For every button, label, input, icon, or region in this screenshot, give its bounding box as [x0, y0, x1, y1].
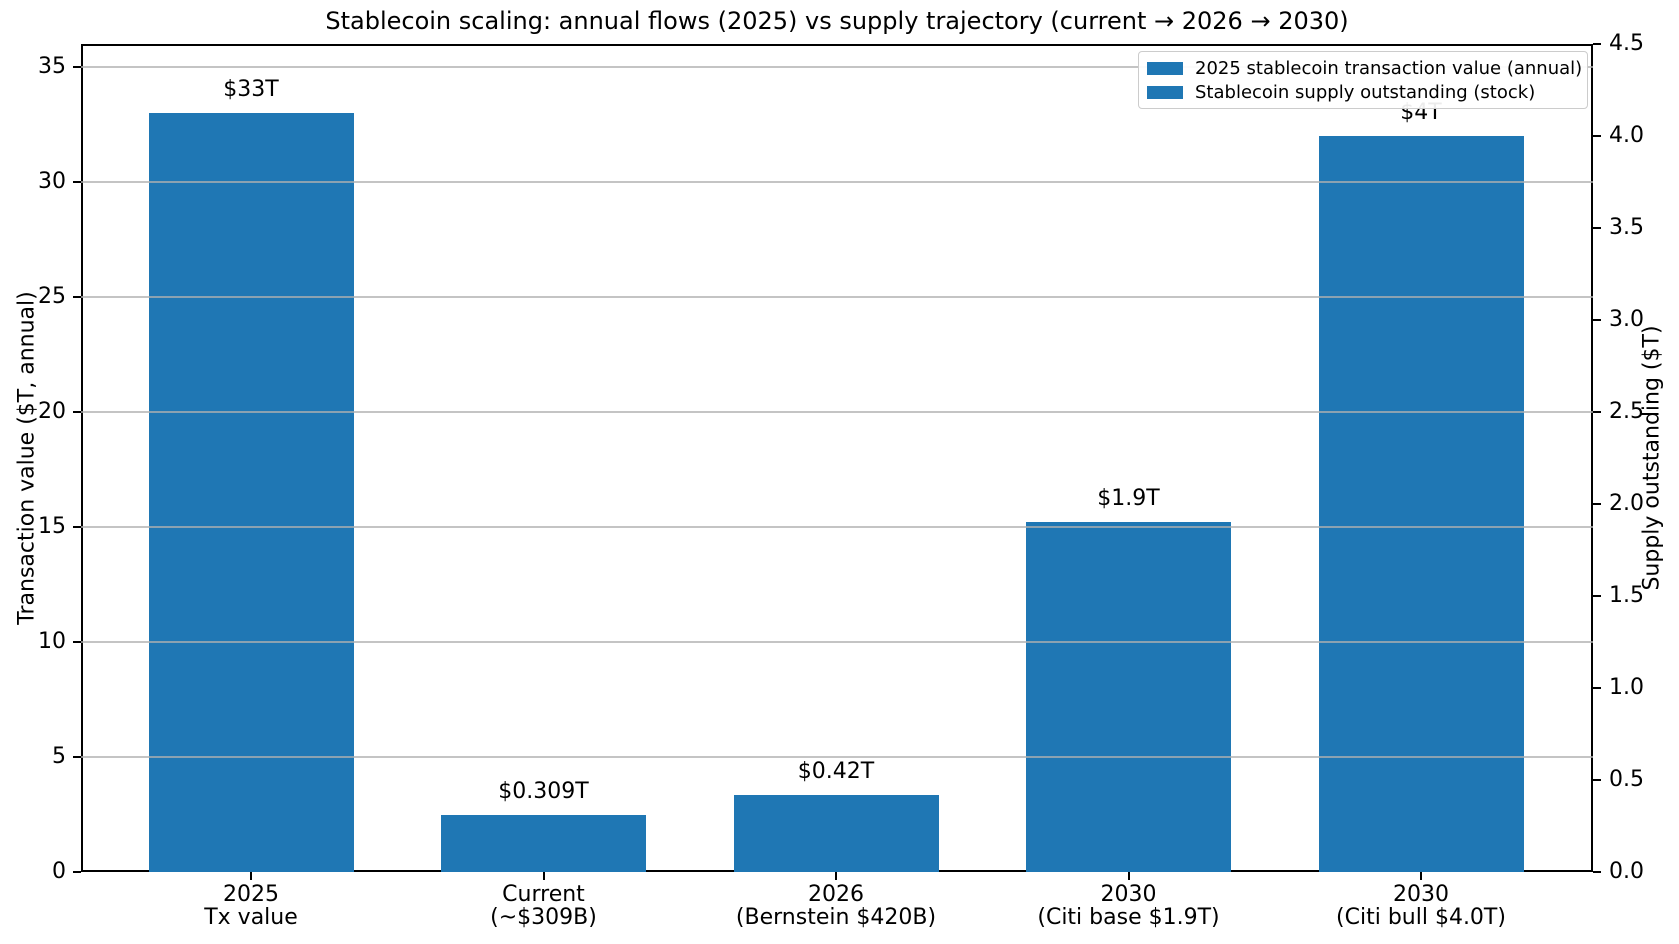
left-axis-label: Transaction value ($T, annual) — [14, 291, 40, 625]
y-tick-mark-left — [73, 411, 81, 413]
x-tick-label-line: Current — [502, 882, 585, 907]
legend-item: 2025 stablecoin transaction value (annua… — [1147, 56, 1583, 80]
y-tick-mark-left — [73, 756, 81, 758]
y-tick-label-left: 10 — [38, 629, 66, 654]
x-tick-label-line: (Bernstein $420B) — [735, 905, 937, 930]
legend-swatch-icon — [1147, 61, 1183, 75]
legend-label: Stablecoin supply outstanding (stock) — [1195, 81, 1536, 103]
x-tick-mark — [835, 872, 837, 880]
y-tick-mark-right — [1593, 503, 1601, 505]
gridline — [81, 66, 1593, 68]
right-axis-label: Supply outstanding ($T) — [1639, 325, 1665, 591]
bar-value-label: $1.9T — [1097, 486, 1160, 512]
x-tick-label: 2025 Tx value — [91, 883, 411, 929]
x-tick-label: 2030 (Citi bull $4.0T) — [1261, 883, 1581, 929]
gridline — [81, 526, 1593, 528]
bar-value-label: $0.309T — [498, 779, 589, 805]
y-tick-label-right: 2.5 — [1609, 399, 1644, 424]
y-tick-mark-left — [73, 296, 81, 298]
x-tick-label-line: 2025 — [223, 882, 279, 907]
legend-label: 2025 stablecoin transaction value (annua… — [1195, 57, 1583, 79]
legend-swatch-icon — [1147, 85, 1183, 99]
gridline — [81, 181, 1593, 183]
x-tick-mark — [542, 872, 545, 880]
gridline — [81, 641, 1593, 643]
x-tick-label: 2030 (Citi base $1.9T) — [969, 883, 1289, 929]
x-tick-label-line: Tx value — [204, 905, 298, 930]
y-tick-mark-left — [73, 871, 81, 873]
y-tick-label-right: 1.0 — [1609, 675, 1644, 700]
y-tick-label-left: 30 — [38, 169, 66, 194]
y-tick-label-left: 25 — [38, 284, 66, 309]
x-tick-label: 2026 (Bernstein $420B) — [676, 883, 996, 929]
y-tick-mark-left — [73, 526, 81, 528]
y-tick-mark-right — [1593, 779, 1601, 781]
x-tick-label-line: (Citi bull $4.0T) — [1336, 905, 1506, 930]
y-tick-label-right: 3.5 — [1609, 215, 1644, 240]
bar-3 — [733, 794, 939, 872]
bar-value-label: $0.42T — [797, 758, 875, 784]
y-tick-label-right: 0.0 — [1609, 859, 1644, 884]
y-tick-mark-left — [73, 66, 81, 68]
y-tick-mark-right — [1593, 227, 1601, 229]
y-tick-label-left: 20 — [38, 399, 66, 424]
y-tick-mark-right — [1593, 43, 1601, 45]
y-tick-label-left: 0 — [52, 859, 66, 884]
x-tick-label: Current (~$309B) — [384, 883, 704, 929]
x-tick-label-line: 2026 — [808, 882, 864, 907]
bar-5 — [1318, 136, 1524, 872]
gridline — [81, 411, 1593, 413]
y-tick-label-right: 0.5 — [1609, 767, 1644, 792]
y-tick-mark-right — [1593, 411, 1601, 413]
y-tick-label-left: 15 — [38, 514, 66, 539]
x-tick-mark — [1420, 872, 1422, 880]
x-tick-label-line: (~$309B) — [490, 905, 597, 930]
y-tick-label-right: 1.5 — [1609, 583, 1644, 608]
y-tick-mark-right — [1593, 135, 1601, 137]
y-tick-mark-right — [1593, 871, 1601, 873]
x-tick-label-line: 2030 — [1100, 882, 1157, 907]
y-tick-mark-left — [73, 181, 81, 183]
y-tick-label-right: 4.0 — [1609, 123, 1644, 148]
x-tick-label-line: (Citi base $1.9T) — [1037, 905, 1220, 930]
y-tick-mark-right — [1593, 319, 1601, 321]
gridline — [81, 756, 1593, 758]
gridline — [81, 296, 1593, 298]
y-tick-mark-right — [1593, 687, 1601, 689]
legend: 2025 stablecoin transaction value (annua… — [1138, 51, 1588, 109]
x-tick-label-line: 2030 — [1393, 882, 1449, 907]
y-tick-mark-left — [73, 641, 81, 643]
legend-item: Stablecoin supply outstanding (stock) — [1147, 80, 1579, 104]
chart-title: Stablecoin scaling: annual flows (2025) … — [325, 7, 1349, 35]
bar-2 — [441, 815, 646, 872]
y-tick-mark-right — [1593, 595, 1601, 597]
y-tick-label-right: 3.0 — [1609, 307, 1644, 332]
bar-value-label: $33T — [223, 77, 279, 102]
y-tick-label-right: 4.5 — [1609, 31, 1644, 56]
y-tick-label-left: 35 — [38, 54, 66, 79]
y-tick-label-left: 5 — [52, 744, 66, 769]
x-tick-mark — [250, 872, 252, 880]
x-tick-mark — [1127, 872, 1130, 880]
bar-4 — [1026, 522, 1231, 872]
y-tick-label-right: 2.0 — [1609, 491, 1644, 516]
bar-1 — [148, 113, 354, 872]
